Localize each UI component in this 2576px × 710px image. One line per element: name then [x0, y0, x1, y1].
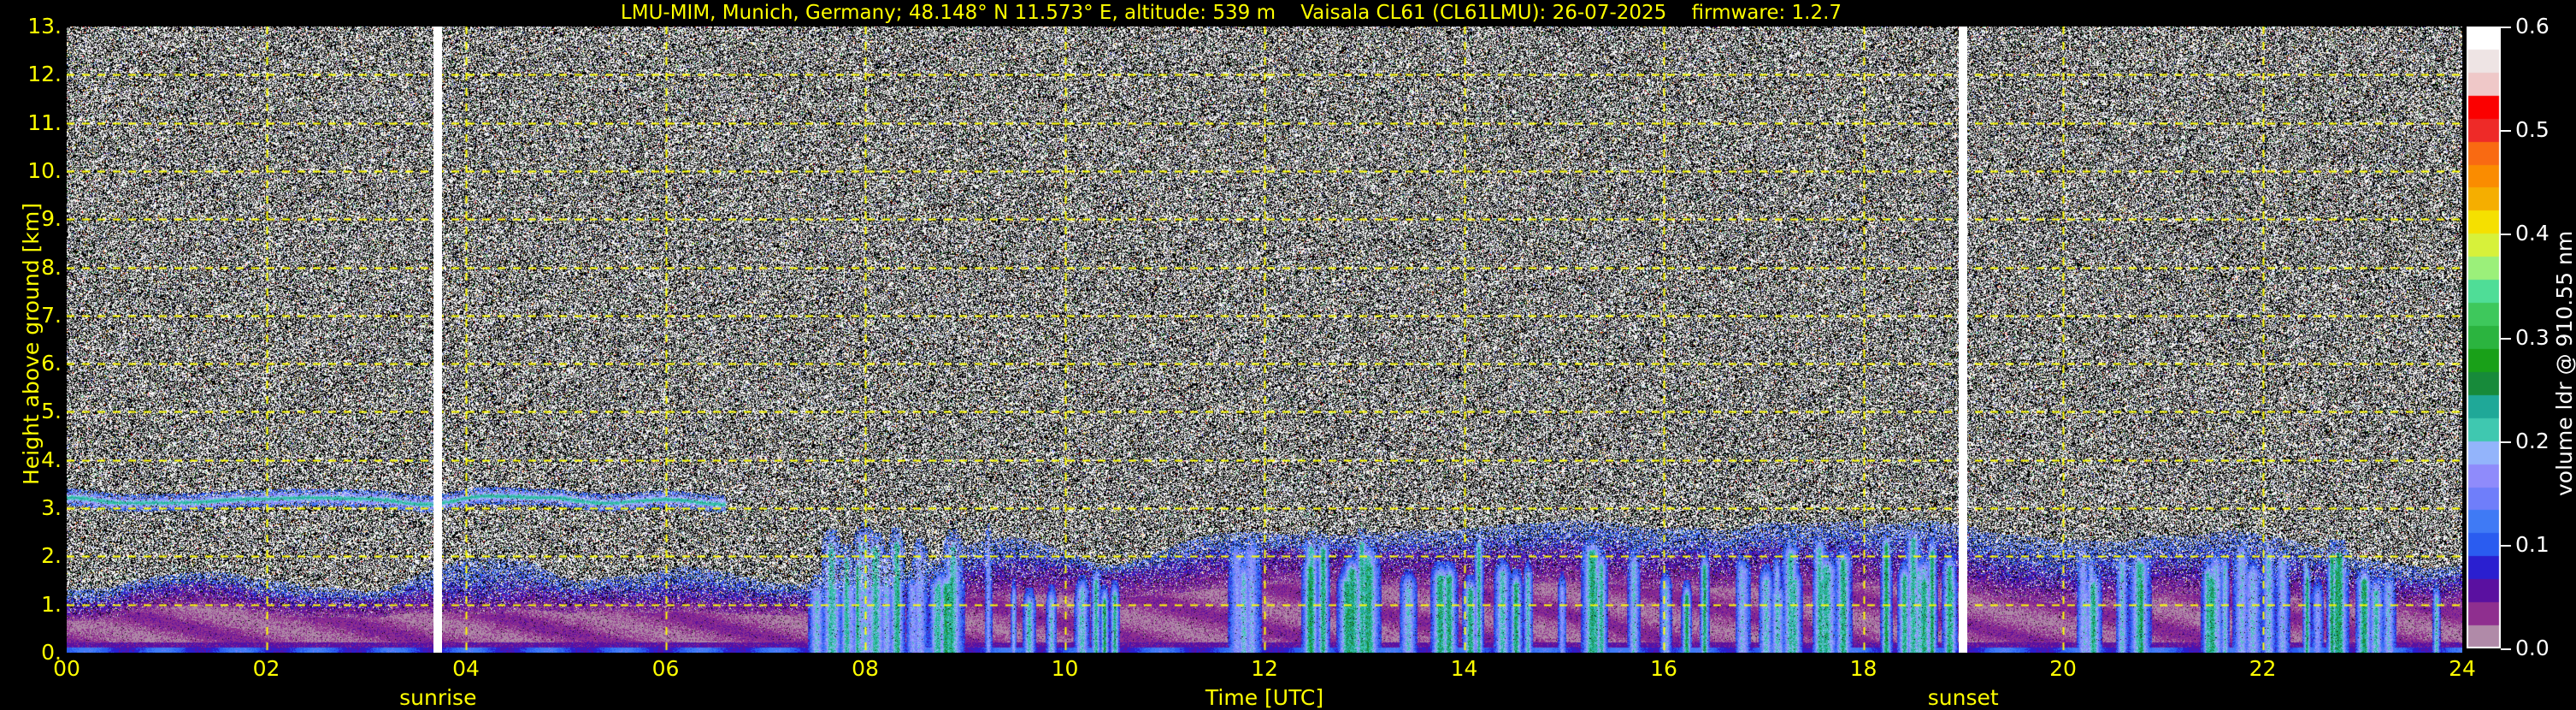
y-tick-0: 0.: [41, 640, 62, 665]
x-tick-20: 20: [2049, 656, 2077, 681]
grid-overlay-canvas: [67, 27, 2462, 653]
sunrise-label: sunrise: [399, 685, 477, 710]
colorbar-tick-0.6: [2501, 27, 2511, 28]
y-tick-6: 6.: [41, 351, 62, 376]
x-tick-18: 18: [1849, 656, 1877, 681]
x-axis-label: Time [UTC]: [1205, 685, 1324, 710]
x-tick-06: 06: [651, 656, 680, 681]
x-tick-12: 12: [1251, 656, 1278, 681]
x-tick-08: 08: [852, 656, 879, 681]
colorbar-tick-label-0.2: 0.2: [2515, 428, 2549, 453]
colorbar-tick-label-0.0: 0.0: [2515, 636, 2549, 660]
colorbar-tick-label-0.6: 0.6: [2515, 14, 2549, 38]
colorbar-label: volume ldr @ 910.55 nm: [2552, 230, 2576, 496]
y-tick-7: 7.: [41, 302, 62, 328]
x-tick-14: 14: [1450, 656, 1478, 681]
colorbar-tick-label-0.5: 0.5: [2515, 117, 2549, 143]
y-tick-13: 13.: [27, 14, 62, 38]
colorbar-canvas: [2467, 27, 2501, 648]
colorbar-tick-0.1: [2501, 545, 2511, 547]
colorbar-tick-label-0.4: 0.4: [2515, 221, 2549, 246]
y-tick-11: 11.: [27, 109, 62, 135]
y-tick-3: 3.: [41, 495, 62, 521]
figure-title: LMU-MIM, Munich, Germany; 48.148° N 11.5…: [620, 2, 1842, 24]
colorbar-tick-0.5: [2501, 130, 2511, 132]
sunset-label: sunset: [1927, 685, 1999, 710]
colorbar-tick-0.0: [2501, 648, 2511, 650]
x-tick-04: 04: [452, 656, 480, 681]
colorbar-tick-0.4: [2501, 234, 2511, 235]
sunrise-marker-line: [433, 27, 443, 653]
y-tick-5: 5.: [41, 399, 62, 424]
y-tick-1: 1.: [41, 591, 62, 617]
y-tick-8: 8.: [41, 254, 62, 280]
colorbar-tick-label-0.1: 0.1: [2515, 531, 2549, 557]
x-tick-02: 02: [252, 656, 280, 681]
x-tick-10: 10: [1051, 656, 1079, 681]
y-tick-12: 12.: [27, 62, 62, 87]
sunset-marker-line: [1959, 27, 1968, 653]
x-tick-24: 24: [2449, 656, 2476, 681]
colorbar-tick-0.2: [2501, 441, 2511, 443]
x-tick-22: 22: [2249, 656, 2277, 681]
colorbar-tick-label-0.3: 0.3: [2515, 324, 2549, 350]
y-tick-2: 2.: [41, 543, 62, 569]
y-tick-4: 4.: [41, 447, 62, 472]
plot-area[interactable]: [67, 27, 2462, 653]
y-tick-9: 9.: [41, 206, 62, 232]
y-tick-10: 10.: [27, 157, 62, 183]
colorbar: [2467, 27, 2501, 648]
y-axis-label: Height above ground [km]: [19, 203, 44, 485]
colorbar-tick-0.3: [2501, 338, 2511, 340]
x-tick-00: 00: [53, 656, 80, 681]
x-tick-16: 16: [1650, 656, 1677, 681]
